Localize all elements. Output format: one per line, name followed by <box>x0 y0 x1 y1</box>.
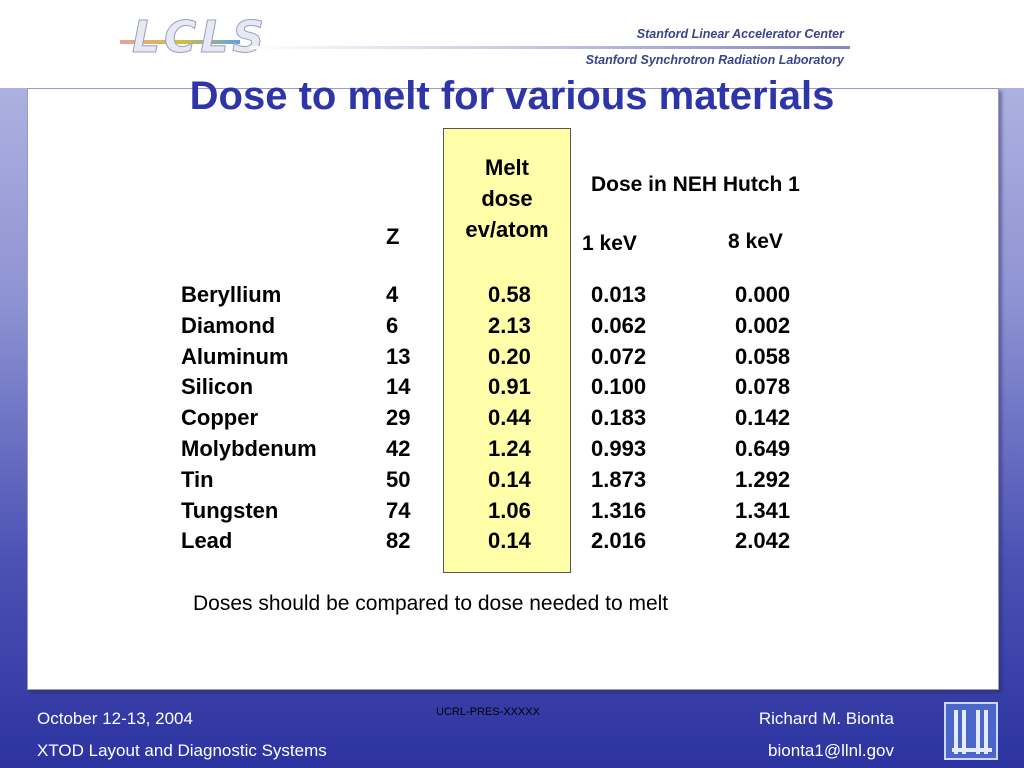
cell-melt: 0.58 <box>488 282 531 307</box>
cell-melt: 1.06 <box>488 497 531 523</box>
cell-melt: 2.13 <box>488 312 531 338</box>
cell-z: 42 <box>386 436 411 461</box>
footer-event: XTOD Layout and Diagnostic Systems <box>37 741 327 760</box>
cell-kev8: 1.341 <box>735 497 791 523</box>
cell-kev1: 1.316 <box>591 497 647 523</box>
cell-z: 14 <box>386 374 411 400</box>
melt-header-line1: Melt <box>485 155 529 180</box>
cell-name: Beryllium <box>181 282 282 307</box>
cell-kev1: 0.072 <box>591 343 647 369</box>
footer-report-code: UCRL-PRES-XXXXX <box>436 706 540 718</box>
slide-title: Dose to melt for various materials <box>189 74 835 118</box>
slide-header: LCLS Stanford Linear Accelerator Center … <box>0 0 1024 88</box>
cell-kev1: 0.062 <box>591 312 647 338</box>
cell-kev1: 0.183 <box>591 405 647 431</box>
cell-kev8: 0.058 <box>735 343 791 369</box>
cell-name: Copper <box>181 405 258 431</box>
cell-melt: 0.91 <box>488 374 531 400</box>
cell-name: Diamond <box>181 312 276 338</box>
cell-kev1: 0.013 <box>591 282 647 307</box>
cell-kev8: 0.142 <box>735 405 791 431</box>
cell-kev8: 0.078 <box>735 374 791 400</box>
cell-melt: 0.14 <box>488 528 531 554</box>
cell-name: Tungsten <box>181 497 279 523</box>
logo-swoosh <box>120 40 240 44</box>
cell-z: 82 <box>386 528 411 554</box>
cell-kev8: 1.292 <box>735 466 791 492</box>
melt-header-line3: ev/atom <box>465 217 549 242</box>
cell-kev1: 0.993 <box>591 436 647 461</box>
llnl-logo <box>944 702 998 760</box>
footer-date: October 12-13, 2004 <box>37 709 193 728</box>
cell-name: Lead <box>181 528 233 554</box>
cell-kev8: 2.042 <box>735 528 791 554</box>
cell-name: Silicon <box>181 374 254 400</box>
cell-name: Tin <box>181 466 214 492</box>
melt-header-line2: dose <box>481 186 533 211</box>
z-header: Z <box>386 224 400 249</box>
melt-dose-highlight <box>443 128 571 573</box>
lab-name-ssrl: Stanford Synchrotron Radiation Laborator… <box>585 53 844 67</box>
cell-z: 4 <box>386 282 399 307</box>
comparison-note: Doses should be compared to dose needed … <box>193 592 669 615</box>
footer-author: Richard M. Bionta <box>758 709 894 728</box>
cell-z: 13 <box>386 343 411 369</box>
footer-email: bionta1@llnl.gov <box>768 741 894 760</box>
melt-dose-header: Melt dose ev/atom <box>443 152 571 245</box>
cell-z: 6 <box>386 312 399 338</box>
cell-kev1: 0.100 <box>591 374 647 400</box>
cell-z: 50 <box>386 466 411 492</box>
cell-kev1: 2.016 <box>591 528 647 554</box>
kev1-header: 1 keV <box>582 232 637 255</box>
lab-name-slac: Stanford Linear Accelerator Center <box>636 27 844 41</box>
cell-name: Aluminum <box>181 343 289 369</box>
cell-name: Molybdenum <box>181 436 317 461</box>
cell-kev8: 0.649 <box>735 436 791 461</box>
cell-kev1: 1.873 <box>591 466 647 492</box>
cell-melt: 1.24 <box>488 436 531 461</box>
cell-kev8: 0.000 <box>735 282 791 307</box>
cell-melt: 0.14 <box>488 466 531 492</box>
dose-group-header: Dose in NEH Hutch 1 <box>591 173 800 196</box>
cell-z: 74 <box>386 497 411 523</box>
header-rule <box>250 46 850 49</box>
kev8-header: 8 keV <box>728 230 783 253</box>
lcls-logo: LCLS <box>131 12 269 64</box>
cell-melt: 0.20 <box>488 343 531 369</box>
cell-melt: 0.44 <box>488 405 531 431</box>
cell-z: 29 <box>386 405 411 431</box>
cell-kev8: 0.002 <box>735 312 791 338</box>
